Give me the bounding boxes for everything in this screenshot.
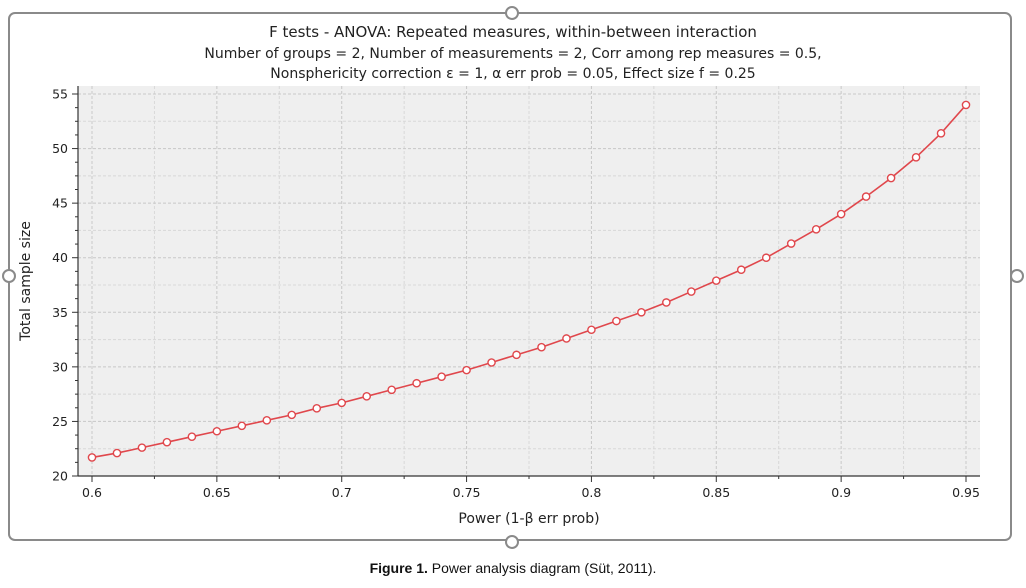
x-tick-label: 0.8	[581, 485, 601, 500]
data-point	[137, 443, 147, 452]
y-tick-label: 25	[52, 414, 68, 429]
data-point	[861, 192, 871, 201]
data-point	[886, 173, 896, 183]
figure-caption: Figure 1. Power analysis diagram (Süt, 2…	[0, 560, 1026, 576]
data-point	[312, 404, 322, 413]
chart-subtitle-line-1: Number of groups = 2, Number of measurem…	[204, 46, 821, 62]
resize-handle-left[interactable]	[2, 269, 16, 283]
axes: 0.6 0.65 0.7 0.75 0.8 0.85 0.9 0.95 20 25 30 35 40 45…	[52, 86, 980, 500]
y-tick-label: 20	[52, 469, 68, 484]
data-point	[736, 265, 746, 275]
resize-handle-bottom[interactable]	[505, 535, 519, 549]
data-point	[487, 358, 496, 367]
data-point	[662, 298, 671, 307]
grid-lines	[78, 86, 980, 477]
data-point	[362, 392, 371, 401]
data-point	[112, 448, 122, 458]
caption-text: Power analysis diagram (Süt, 2011).	[427, 560, 657, 576]
series-line	[87, 100, 971, 462]
x-axis-label: Power (1-β err prob)	[458, 511, 599, 527]
y-tick-label: 55	[52, 87, 68, 102]
data-point	[836, 209, 846, 219]
data-point	[612, 316, 621, 326]
x-tick-label: 0.9	[831, 485, 851, 500]
data-point	[87, 453, 97, 462]
x-tick-label: 0.75	[453, 485, 481, 500]
y-axis-label: Total sample size	[18, 221, 34, 342]
resize-handle-top[interactable]	[505, 6, 519, 20]
data-point	[537, 342, 546, 352]
data-point	[337, 398, 347, 408]
x-tick-label: 0.85	[702, 485, 730, 500]
data-point	[687, 287, 696, 296]
data-point	[562, 334, 571, 343]
data-point	[212, 426, 222, 436]
y-tick-label: 30	[52, 359, 68, 374]
x-tick-label: 0.7	[332, 485, 352, 500]
data-point	[711, 276, 721, 285]
data-point	[412, 378, 421, 388]
y-tick-label: 50	[52, 141, 68, 156]
data-point	[287, 410, 297, 420]
data-point	[587, 325, 596, 335]
data-point	[162, 437, 172, 447]
data-point	[811, 225, 821, 234]
y-tick-label: 40	[52, 250, 68, 265]
y-tick-label: 35	[52, 305, 68, 320]
data-point	[911, 153, 921, 162]
data-point	[786, 239, 796, 248]
y-tick-label: 45	[52, 196, 68, 211]
x-tick-label: 0.65	[203, 485, 231, 500]
caption-label: Figure 1.	[369, 560, 428, 576]
x-tick-label: 0.6	[82, 485, 102, 500]
data-point	[262, 416, 272, 425]
data-point	[462, 365, 471, 375]
data-point	[437, 372, 446, 381]
chart-subtitle-line-2: Nonsphericity correction ε = 1, α err pr…	[270, 66, 755, 82]
resize-handle-right[interactable]	[1010, 269, 1024, 283]
x-tick-label: 0.95	[952, 485, 980, 500]
data-point	[187, 432, 197, 442]
data-point	[387, 385, 396, 395]
data-point	[237, 421, 247, 431]
chart-title: F tests - ANOVA: Repeated measures, with…	[269, 23, 757, 41]
data-point	[936, 128, 946, 138]
data-point	[761, 253, 771, 263]
data-point	[512, 350, 521, 360]
data-point	[961, 100, 971, 110]
data-point	[637, 307, 646, 317]
